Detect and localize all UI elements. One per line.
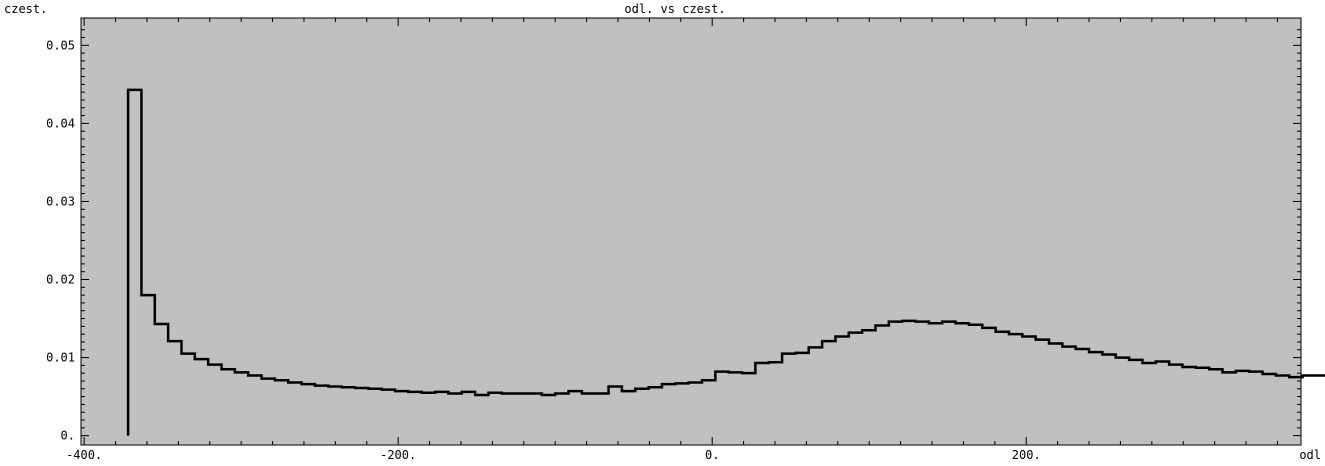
plot-frame <box>80 17 1302 446</box>
y-tick-label: 0. <box>61 429 75 443</box>
x-tick-label: 0. <box>705 448 719 462</box>
x-tick-label: 200. <box>1012 448 1041 462</box>
x-tick-label: -200. <box>380 448 416 462</box>
y-tick-label: 0.02 <box>46 273 75 287</box>
histogram-line <box>126 88 1325 436</box>
axis-ticks: -400. -200. 0. 200. 0. 0.01 0.02 0.03 0.04 0.05 <box>46 18 1301 462</box>
x-axis-label: odl <box>1299 448 1321 462</box>
y-tick-label: 0.05 <box>46 38 75 52</box>
y-axis-label: czest. <box>4 2 47 16</box>
chart-title: odl. vs czest. <box>624 2 725 16</box>
x-tick-label: -400. <box>66 448 102 462</box>
y-tick-label: 0.01 <box>46 351 75 365</box>
y-tick-label: 0.03 <box>46 194 75 208</box>
y-tick-label: 0.04 <box>46 116 75 130</box>
